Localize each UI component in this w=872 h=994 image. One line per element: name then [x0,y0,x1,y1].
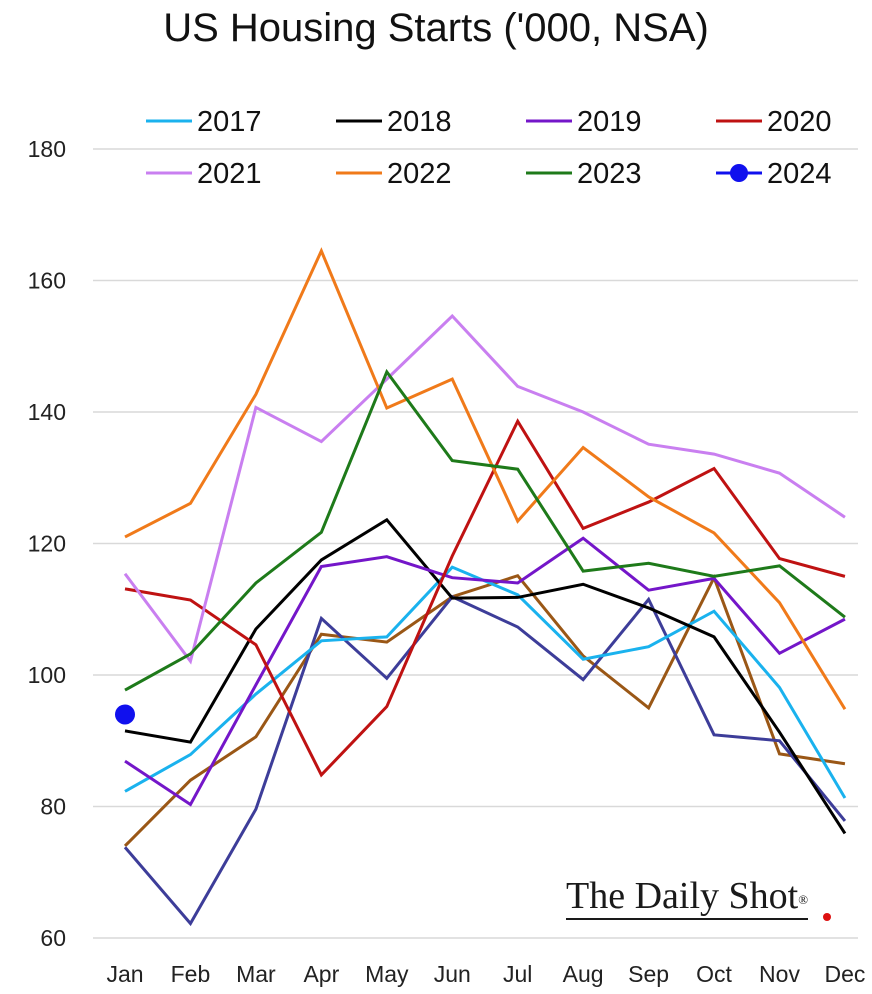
y-tick-label: 180 [28,136,66,162]
legend-label: 2023 [577,158,642,190]
brand-logo: The Daily Shot® [566,875,809,920]
legend-label: 2018 [387,106,452,138]
legend-label: 2022 [387,158,452,190]
x-tick-label: Jan [106,961,143,987]
gridlines [93,148,858,939]
brand-mark: ® [798,892,809,907]
y-tick-label: 60 [40,925,66,951]
series-2021-line [123,313,846,665]
series-2019-line [124,536,846,807]
legend-label: 2024 [767,158,832,190]
y-tick-label: 140 [28,399,66,425]
chart-title: US Housing Starts ('000, NSA) [163,6,709,50]
y-tick-label: 80 [40,794,66,820]
y-axis-ticks: 60 80 100 120 140 160 180 [28,136,66,951]
y-tick-label: 160 [28,268,66,294]
legend-label: 2019 [577,106,642,138]
x-tick-label: Sep [628,961,669,987]
series-unlabeled-9-line [123,594,847,927]
x-tick-label: Jul [503,961,532,987]
x-tick-label: Oct [696,961,732,987]
x-tick-label: Dec [824,961,865,987]
x-tick-label: May [365,961,409,987]
brand-dot-icon [823,913,831,921]
legend-label: 2020 [767,106,832,138]
series-2022-line [124,247,847,710]
x-tick-label: Feb [171,961,211,987]
legend-label: 2017 [197,106,262,138]
series-2023-line [124,368,846,692]
x-tick-label: Nov [759,961,800,987]
x-axis-ticks: Jan Feb Mar Apr May Jun Jul Aug Sep Oct Nov Dec [106,961,865,987]
series-lines [115,247,847,927]
y-tick-label: 100 [28,662,66,688]
x-tick-label: Aug [563,961,604,987]
x-tick-label: Mar [236,961,276,987]
legend-label: 2021 [197,158,262,190]
legend-marker [730,164,748,182]
series-2017-line [124,565,847,799]
x-tick-label: Apr [303,961,339,987]
series-unlabeled-8-line [123,573,846,848]
x-tick-label: Jun [434,961,471,987]
series-2020-line [124,418,846,778]
legend: 2017 2018 2019 2020 2021 2022 2023 2024 [146,106,832,190]
series-2018-line [124,517,847,835]
brand-name: The Daily Shot [566,875,799,917]
series-2024-point [115,704,135,725]
y-tick-label: 120 [28,531,66,557]
